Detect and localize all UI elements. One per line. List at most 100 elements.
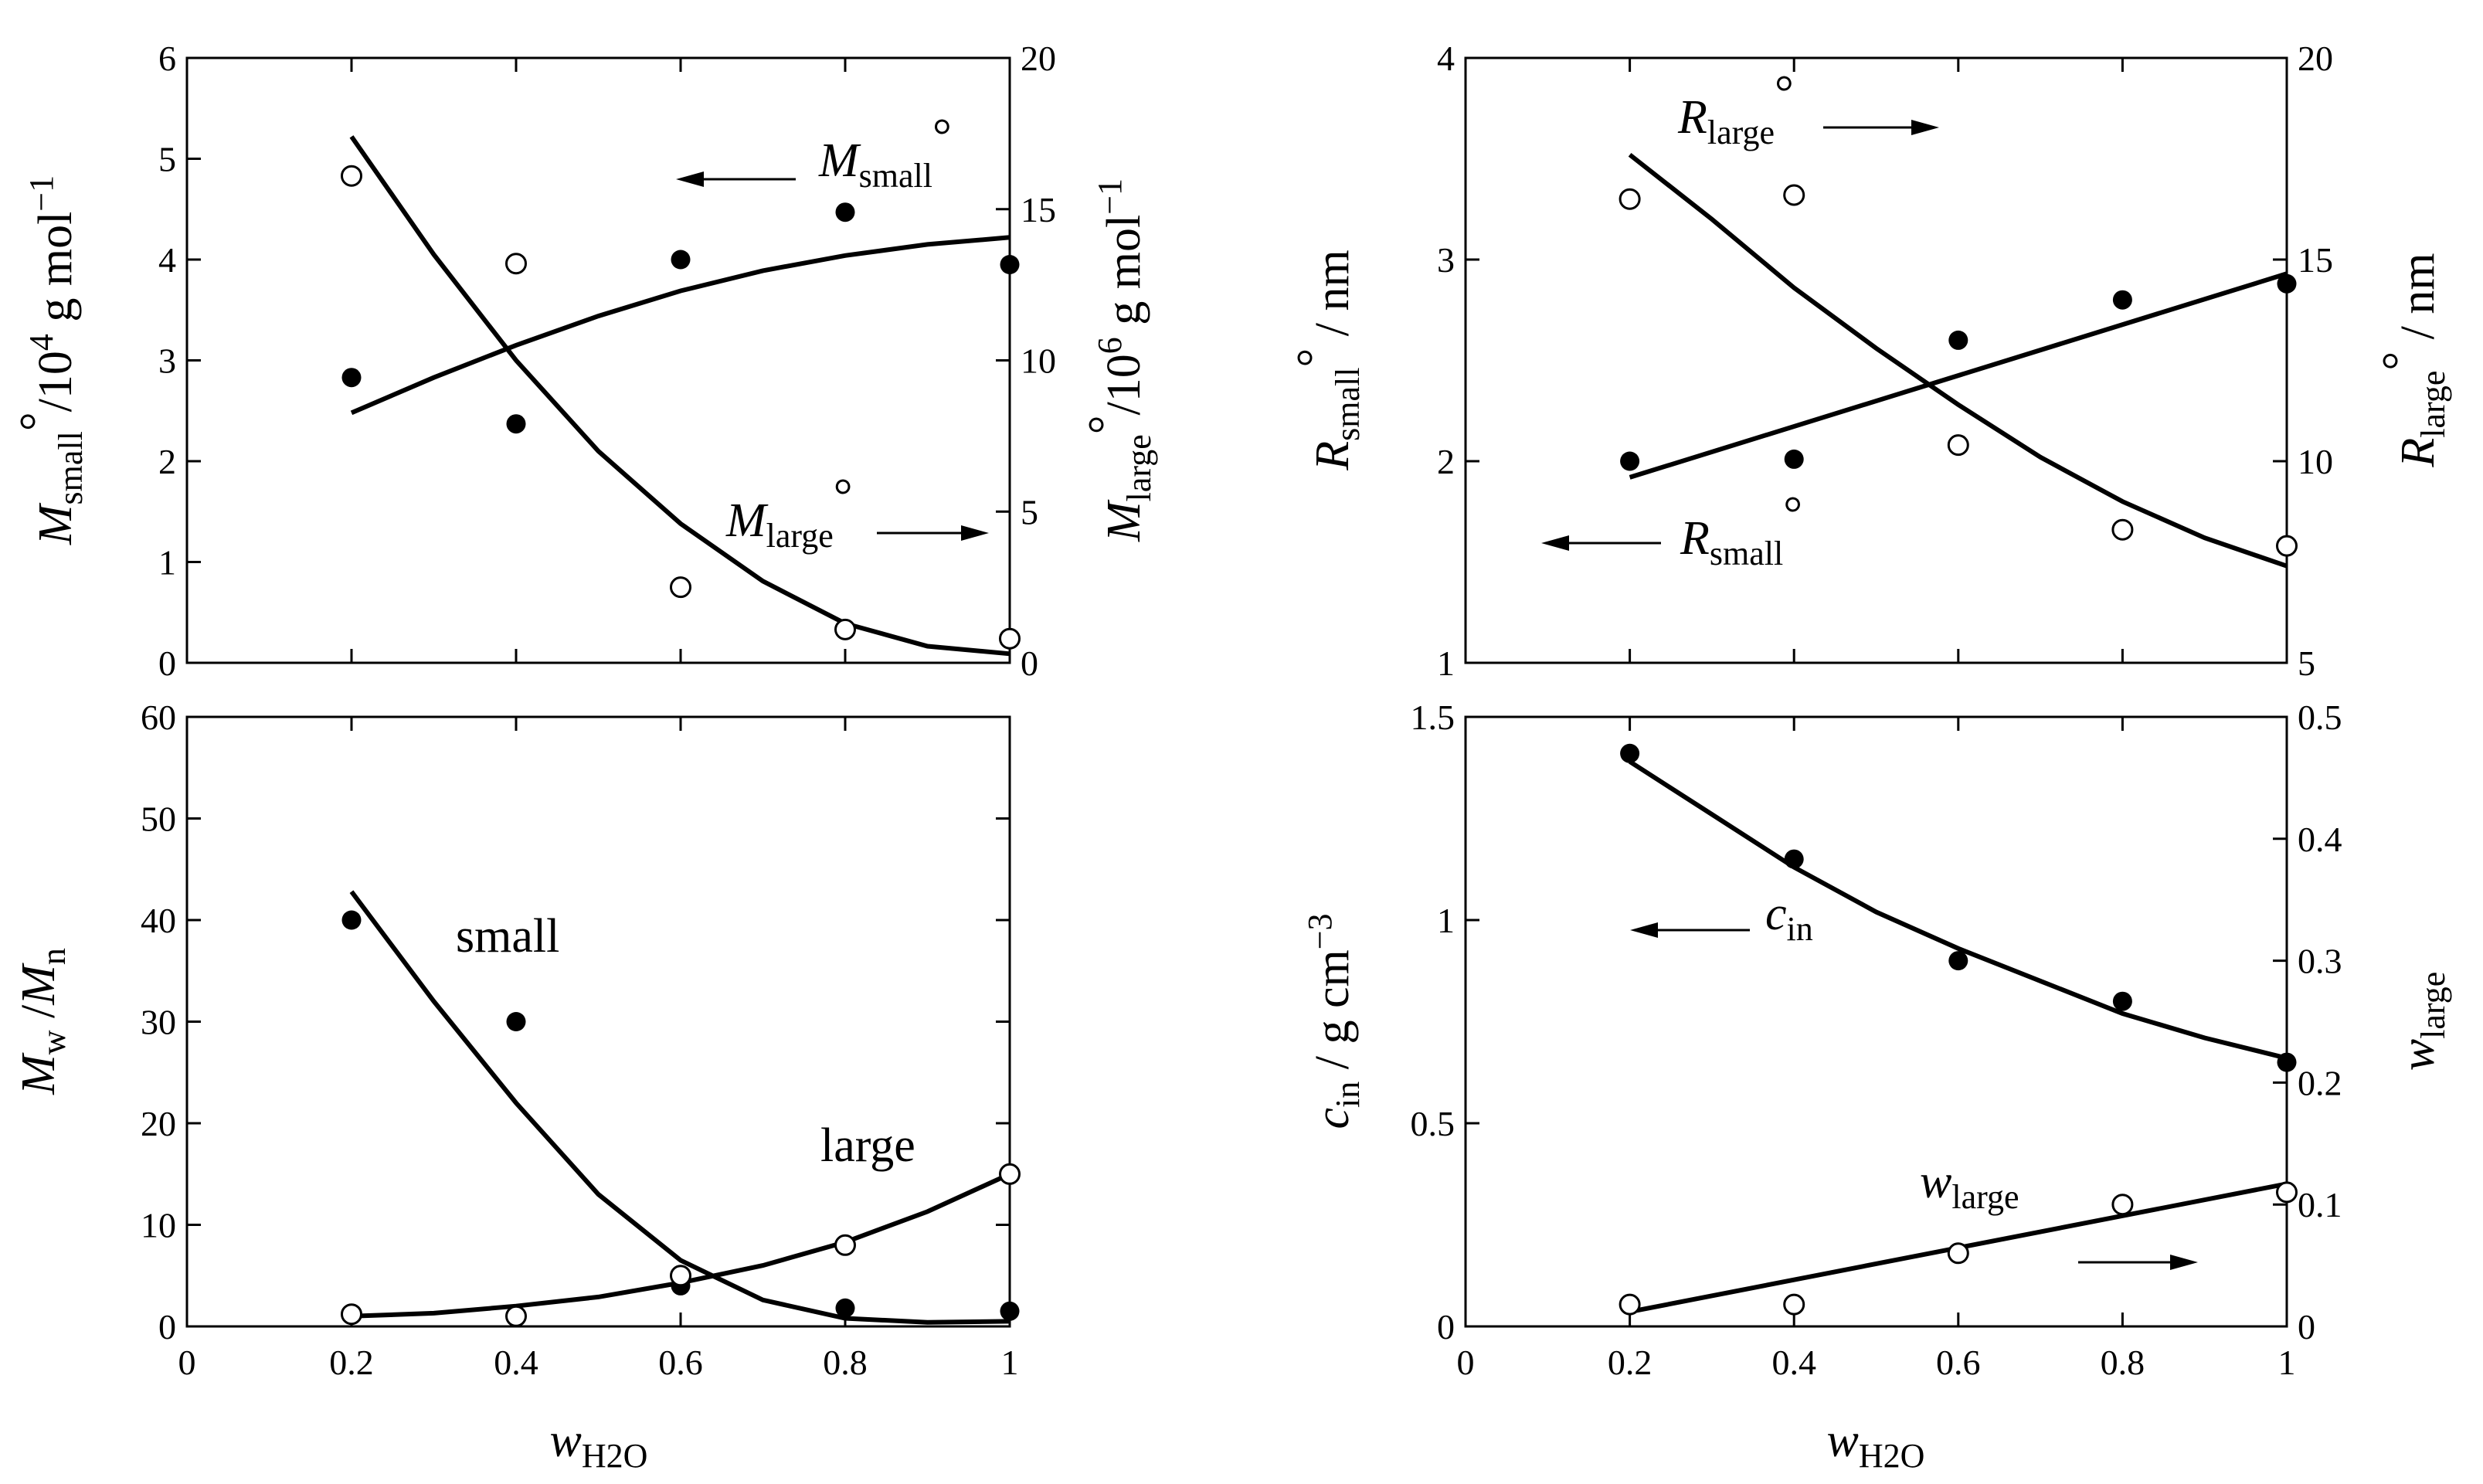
y-tick-label-left: 6 xyxy=(158,39,176,78)
filled-marker xyxy=(2277,1052,2297,1072)
y-tick-label-left: 0 xyxy=(1437,1307,1455,1346)
panel-d: 0 0.2 0.4 0.6 0.8 100.511.500.10.20.30.40.5 xyxy=(1411,698,2342,1382)
annotation-r-large-sub: large xyxy=(1707,114,1775,151)
annotation-c-in-sub: in xyxy=(1787,910,1813,948)
x-tick-label: 0.4 xyxy=(494,1343,538,1382)
open-marker xyxy=(2111,518,2134,541)
open-marker xyxy=(999,1163,1021,1185)
annotation-small: small xyxy=(456,910,559,963)
annotation-m-small-main: M xyxy=(818,134,861,187)
fit-curve-2 xyxy=(349,135,1011,657)
y-axis-title-left-a: Msmall°/104 g mol−1 xyxy=(11,175,90,545)
y-tick-label-left: 10 xyxy=(141,1206,176,1245)
y-tick-label-left: 2 xyxy=(1437,442,1455,481)
y-tick-label-right: 0.1 xyxy=(2298,1185,2342,1224)
y-axis-title-left-b-sub: small xyxy=(1329,368,1367,441)
y-axis-title-left-a-sub: small xyxy=(52,431,90,504)
annotation-w-large-main: w xyxy=(1920,1156,1951,1208)
open-marker xyxy=(341,165,362,187)
y-axis-title-left-c-sub2: n xyxy=(35,948,73,965)
annotation-r-large-sup: ° xyxy=(1775,66,1794,119)
x-tick-label: 1 xyxy=(2278,1343,2296,1382)
filled-marker xyxy=(2112,290,2132,310)
y-axis-title-right-b-unit: / nm xyxy=(2392,253,2444,351)
y-tick-label-right: 0.4 xyxy=(2298,820,2342,859)
y-axis-title-right-b: Rlarge° / nm xyxy=(2373,253,2452,467)
y-axis-title-right-b-sup: ° xyxy=(2373,351,2426,371)
y-axis-title-left-c-main: M xyxy=(12,1052,65,1095)
y-axis-title-left-d-main: c xyxy=(1306,1108,1359,1129)
y-tick-label-left: 1.5 xyxy=(1411,698,1455,737)
annotation-r-large: Rlarge° xyxy=(1677,66,1794,151)
open-marker xyxy=(505,1305,527,1327)
x-tick-label: 1 xyxy=(1001,1343,1019,1382)
filled-marker xyxy=(1948,330,1968,350)
annotation-r-small-main: R xyxy=(1680,512,1710,565)
fit-curve-1 xyxy=(1628,759,2288,1061)
y-axis-title-left-a-unit_sup: 4 xyxy=(22,334,60,351)
y-axis-title-left-a-unit_tail_sup: −1 xyxy=(22,175,60,212)
annotation-r-large-main: R xyxy=(1677,91,1707,144)
y-axis-title-left-b-sup: ° xyxy=(1288,348,1340,368)
arrow-left-b-head xyxy=(1541,535,1569,551)
y-tick-label-left: 30 xyxy=(141,1003,176,1042)
y-axis-title-left-a-unit_tail: g mol xyxy=(29,212,82,334)
annotation-r-small-sub: small xyxy=(1710,535,1783,572)
annotation-m-large-sub: large xyxy=(766,517,834,555)
annotation-m-small: Msmall° xyxy=(818,110,952,195)
y-axis-title-left-b-main: R xyxy=(1306,441,1359,471)
x-tick-label: 0.8 xyxy=(823,1343,868,1382)
filled-marker xyxy=(1000,255,1020,274)
x-tick-label: 0.4 xyxy=(1771,1343,1816,1382)
y-tick-label-right: 15 xyxy=(2298,240,2333,280)
filled-marker xyxy=(835,1298,855,1318)
filled-marker xyxy=(1620,451,1640,471)
y-axis-title-right-a-sup: ° xyxy=(1079,415,1132,434)
filled-marker xyxy=(341,910,362,930)
y-tick-label-left: 40 xyxy=(141,901,176,940)
filled-marker xyxy=(341,368,362,388)
arrow-right-a-head xyxy=(961,525,989,541)
y-tick-label-right: 0 xyxy=(1021,644,1038,683)
y-tick-label-left: 0 xyxy=(158,1307,176,1346)
x-tick-label: 0.2 xyxy=(1608,1343,1653,1382)
y-axis-title-left-d: cin / g cm−3 xyxy=(1301,913,1367,1129)
x-tick-label: 0.2 xyxy=(329,1343,374,1382)
y-axis-title-right-a: Mlarge°/106 g mol−1 xyxy=(1079,178,1158,542)
filled-marker xyxy=(1784,849,1804,869)
plot-frame xyxy=(185,56,1011,664)
annotation-r-small: Rsmall° xyxy=(1680,487,1802,572)
filled-marker xyxy=(2112,991,2132,1011)
y-tick-label-right: 5 xyxy=(1021,492,1038,531)
y-axis-title-right-a-unit: /10 xyxy=(1098,354,1150,415)
y-axis-title-right-d-sub: large xyxy=(2414,972,2452,1039)
y-axis-title-left-c-main2: M xyxy=(12,963,65,1006)
y-axis-title-right-a-main: M xyxy=(1098,499,1150,542)
y-tick-label-left: 60 xyxy=(141,698,176,737)
x-axis-title-sub: H2O xyxy=(1859,1437,1925,1475)
fit-curve-1 xyxy=(349,890,1011,1325)
open-marker xyxy=(1947,1242,1969,1265)
panel-a: 0 1 2 3 4 5 6 0 5 10 15 20 xyxy=(158,39,1056,683)
y-axis-title-right-b-main: R xyxy=(2392,438,2444,468)
y-axis-title-left-b: Rsmall° / nm xyxy=(1288,250,1367,470)
y-tick-label-right: 10 xyxy=(2298,442,2333,481)
filled-marker xyxy=(671,250,691,270)
open-marker xyxy=(1619,1293,1641,1316)
filled-marker xyxy=(506,414,526,434)
plot-frame xyxy=(185,715,1011,1328)
y-axis-title-right-a-unit_tail: g mol xyxy=(1098,215,1150,337)
filled-marker xyxy=(1784,449,1804,469)
y-axis-title-left-d-unit: / g cm xyxy=(1306,949,1359,1081)
filled-marker xyxy=(1000,1301,1020,1321)
plot-frame xyxy=(1464,56,2288,664)
y-axis-title-left-d-unit_sup: −3 xyxy=(1301,913,1339,949)
fit-curve-2 xyxy=(1628,152,2288,569)
y-tick-label-left: 0 xyxy=(158,644,176,683)
y-axis-title-right-a-unit_tail_sup: −1 xyxy=(1091,178,1129,215)
filled-marker xyxy=(835,202,855,222)
arrow-left-a-head xyxy=(676,171,704,187)
y-tick-label-left: 3 xyxy=(1437,240,1455,280)
plot-frame xyxy=(1464,715,2288,1328)
open-marker xyxy=(2276,535,2298,557)
